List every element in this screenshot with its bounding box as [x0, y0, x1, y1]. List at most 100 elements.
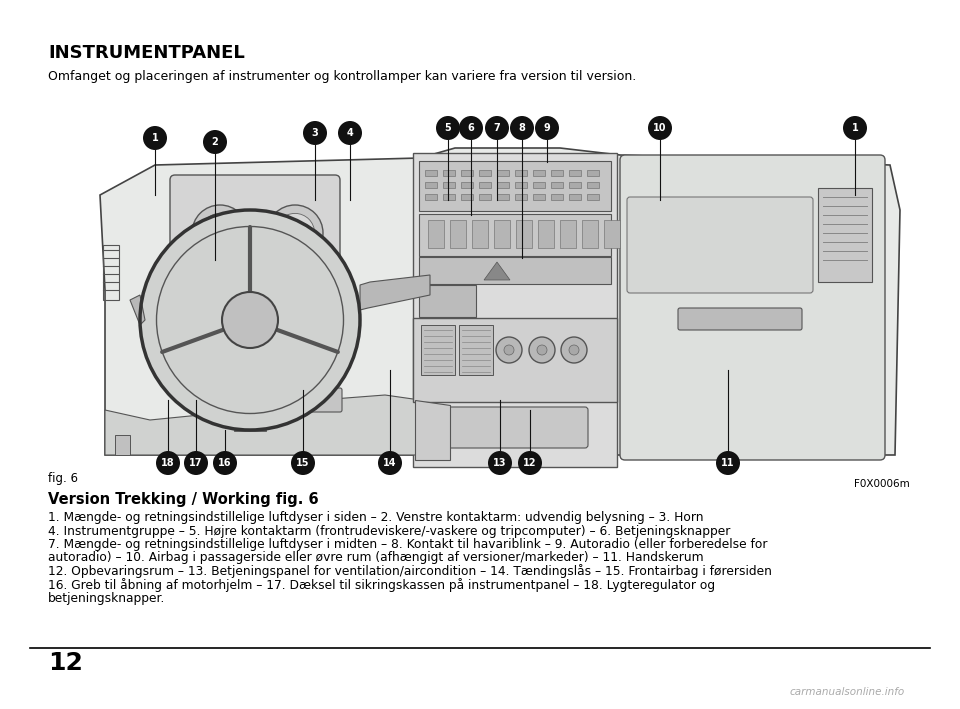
FancyBboxPatch shape — [419, 257, 611, 284]
Text: 3: 3 — [312, 128, 319, 138]
Polygon shape — [100, 148, 900, 455]
Text: 2: 2 — [211, 137, 218, 147]
Text: 12: 12 — [523, 458, 537, 468]
Circle shape — [156, 451, 180, 475]
Circle shape — [529, 337, 555, 363]
FancyBboxPatch shape — [450, 220, 466, 248]
FancyBboxPatch shape — [419, 161, 611, 211]
FancyBboxPatch shape — [425, 194, 437, 200]
Text: 11: 11 — [721, 458, 734, 468]
FancyBboxPatch shape — [494, 220, 510, 248]
FancyBboxPatch shape — [427, 407, 588, 448]
Text: 4. Instrumentgruppe – 5. Højre kontaktarm (frontrudeviskere/-vaskere og tripcomp: 4. Instrumentgruppe – 5. Højre kontaktar… — [48, 525, 731, 537]
Circle shape — [537, 345, 547, 355]
Text: carmanualsonline.info: carmanualsonline.info — [790, 687, 905, 697]
Circle shape — [184, 451, 208, 475]
FancyBboxPatch shape — [459, 325, 493, 375]
FancyBboxPatch shape — [533, 182, 545, 188]
Polygon shape — [115, 435, 130, 455]
FancyBboxPatch shape — [569, 182, 581, 188]
FancyBboxPatch shape — [569, 194, 581, 200]
FancyBboxPatch shape — [551, 182, 563, 188]
Text: 15: 15 — [297, 458, 310, 468]
FancyBboxPatch shape — [413, 318, 617, 402]
FancyBboxPatch shape — [425, 182, 437, 188]
Circle shape — [648, 116, 672, 140]
FancyBboxPatch shape — [678, 308, 802, 330]
Text: 9: 9 — [543, 123, 550, 133]
FancyBboxPatch shape — [587, 182, 599, 188]
Text: 1: 1 — [852, 123, 858, 133]
Text: 13: 13 — [493, 458, 507, 468]
Polygon shape — [360, 275, 430, 310]
FancyBboxPatch shape — [497, 170, 509, 176]
Circle shape — [510, 116, 534, 140]
FancyBboxPatch shape — [472, 220, 488, 248]
Text: fig. 6: fig. 6 — [48, 472, 78, 485]
Circle shape — [488, 451, 512, 475]
Polygon shape — [484, 262, 510, 280]
Text: Version Trekking / Working fig. 6: Version Trekking / Working fig. 6 — [48, 492, 319, 507]
Text: 14: 14 — [383, 458, 396, 468]
FancyBboxPatch shape — [413, 153, 617, 467]
Circle shape — [535, 116, 559, 140]
Text: INSTRUMENTPANEL: INSTRUMENTPANEL — [48, 44, 245, 62]
Circle shape — [192, 205, 248, 261]
FancyBboxPatch shape — [569, 170, 581, 176]
FancyBboxPatch shape — [443, 194, 455, 200]
FancyBboxPatch shape — [479, 194, 491, 200]
Text: 8: 8 — [518, 123, 525, 133]
Text: 4: 4 — [347, 128, 353, 138]
Circle shape — [459, 116, 483, 140]
Circle shape — [716, 451, 740, 475]
Text: 7: 7 — [493, 123, 500, 133]
Text: 12. Opbevaringsrum – 13. Betjeningspanel for ventilation/aircondition – 14. Tænd: 12. Opbevaringsrum – 13. Betjeningspanel… — [48, 564, 772, 578]
FancyBboxPatch shape — [533, 194, 545, 200]
Text: betjeningsknapper.: betjeningsknapper. — [48, 592, 165, 605]
FancyBboxPatch shape — [515, 170, 527, 176]
FancyBboxPatch shape — [497, 182, 509, 188]
FancyBboxPatch shape — [515, 194, 527, 200]
Circle shape — [222, 292, 278, 348]
Text: 7. Mængde- og retningsindstillelige luftdyser i midten – 8. Kontakt til havaribl: 7. Mængde- og retningsindstillelige luft… — [48, 538, 767, 551]
FancyBboxPatch shape — [425, 170, 437, 176]
Text: Omfanget og placeringen af instrumenter og kontrollamper kan variere fra version: Omfanget og placeringen af instrumenter … — [48, 70, 636, 83]
Circle shape — [140, 210, 360, 430]
Text: 10: 10 — [653, 123, 667, 133]
FancyBboxPatch shape — [421, 325, 455, 375]
Circle shape — [143, 126, 167, 150]
Text: F0X0006m: F0X0006m — [854, 479, 910, 489]
FancyBboxPatch shape — [516, 220, 532, 248]
FancyBboxPatch shape — [551, 194, 563, 200]
Text: 18: 18 — [161, 458, 175, 468]
FancyBboxPatch shape — [170, 175, 340, 285]
FancyBboxPatch shape — [560, 220, 576, 248]
Circle shape — [436, 116, 460, 140]
FancyBboxPatch shape — [627, 197, 813, 293]
FancyBboxPatch shape — [278, 388, 342, 412]
Circle shape — [496, 337, 522, 363]
FancyBboxPatch shape — [587, 170, 599, 176]
FancyBboxPatch shape — [443, 182, 455, 188]
FancyBboxPatch shape — [461, 182, 473, 188]
Polygon shape — [130, 295, 145, 325]
Circle shape — [303, 121, 327, 145]
Circle shape — [291, 451, 315, 475]
Circle shape — [504, 345, 514, 355]
Circle shape — [203, 130, 227, 154]
Circle shape — [276, 213, 315, 252]
FancyBboxPatch shape — [533, 170, 545, 176]
Circle shape — [518, 451, 542, 475]
Polygon shape — [105, 395, 420, 455]
Circle shape — [213, 451, 237, 475]
Circle shape — [378, 451, 402, 475]
FancyBboxPatch shape — [479, 182, 491, 188]
FancyBboxPatch shape — [604, 220, 620, 248]
FancyBboxPatch shape — [419, 285, 476, 317]
FancyBboxPatch shape — [587, 194, 599, 200]
Circle shape — [338, 121, 362, 145]
FancyBboxPatch shape — [538, 220, 554, 248]
Text: 6: 6 — [468, 123, 474, 133]
Text: 5: 5 — [444, 123, 451, 133]
FancyBboxPatch shape — [428, 220, 444, 248]
